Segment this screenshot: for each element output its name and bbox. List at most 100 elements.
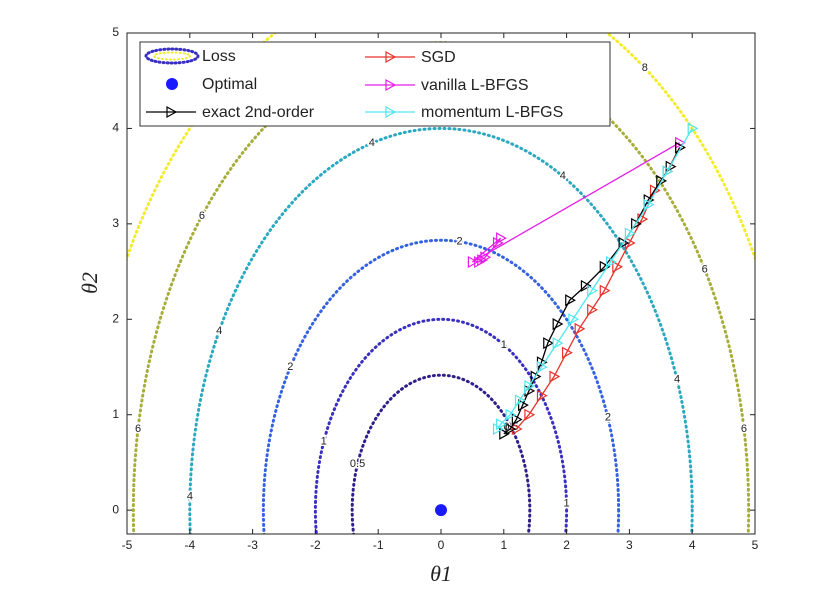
legend-label: Optimal <box>202 76 257 93</box>
x-tick-label: 4 <box>689 538 696 552</box>
marker <box>599 260 611 273</box>
marker <box>492 236 504 249</box>
x-tick-label: 1 <box>500 538 507 552</box>
contour-label: 4 <box>216 325 222 337</box>
marker <box>518 399 529 412</box>
legend-loss-icon <box>144 47 200 65</box>
y-tick-label: 0 <box>112 502 119 516</box>
marker <box>580 279 592 292</box>
marker <box>467 256 479 269</box>
contour <box>350 373 532 534</box>
marker <box>496 418 507 431</box>
legend-marker <box>385 50 397 64</box>
legend-marker <box>385 105 397 119</box>
marker <box>492 423 504 436</box>
x-tick-label: -5 <box>122 538 133 552</box>
marker <box>618 236 630 249</box>
marker <box>587 303 598 316</box>
marker <box>552 337 564 350</box>
marker <box>511 413 523 426</box>
contour-label: 8 <box>642 62 648 74</box>
marker <box>505 423 517 436</box>
marker <box>612 260 624 273</box>
marker <box>524 380 536 393</box>
marker <box>549 370 561 383</box>
x-axis-label: θ1 <box>430 561 452 586</box>
marker <box>662 165 674 178</box>
marker <box>536 389 548 402</box>
legend-label: SGD <box>421 49 456 66</box>
y-tick-label: 1 <box>112 407 119 421</box>
contour-label: 6 <box>135 423 141 435</box>
contour-label: 1 <box>501 339 507 351</box>
contour <box>188 127 694 534</box>
y-axis-label: θ2 <box>77 272 102 294</box>
contour-label: 1 <box>563 497 569 509</box>
x-tick-label: -1 <box>373 538 384 552</box>
marker <box>574 322 586 335</box>
marker <box>543 337 554 350</box>
legend-marker <box>166 105 178 119</box>
contour-label: 2 <box>605 412 611 424</box>
x-tick-label: 5 <box>752 538 759 552</box>
contour-label: 6 <box>199 210 205 222</box>
contour-label: 4 <box>369 137 375 149</box>
contour-label: 2 <box>287 361 293 373</box>
trajectory <box>503 147 681 435</box>
contour-label: 0.5 <box>350 458 365 470</box>
marker <box>496 232 507 245</box>
contour-label: 4 <box>187 491 193 503</box>
marker <box>687 122 699 135</box>
marker <box>514 394 526 407</box>
legend-label: vanilla L-BFGS <box>421 77 529 94</box>
x-tick-label: -2 <box>310 538 321 552</box>
contour-label: 6 <box>702 263 708 275</box>
marker <box>562 346 573 359</box>
y-tick-label: 5 <box>112 25 119 39</box>
legend: Loss Optimal exact 2nd-order SGD vanilla L-B… <box>139 41 611 127</box>
legend-optimal-icon <box>166 78 178 90</box>
legend-label: momentum L-BFGS <box>421 104 563 121</box>
trajectory <box>515 147 681 430</box>
marker <box>499 427 511 440</box>
trajectories <box>435 122 699 517</box>
x-tick-label: -3 <box>247 538 258 552</box>
contour-label: 8 <box>762 284 768 296</box>
marker <box>565 294 576 307</box>
y-tick-label: 2 <box>112 311 119 325</box>
contour-label: 4 <box>674 373 680 385</box>
marker <box>599 284 611 297</box>
marker <box>552 318 564 331</box>
marker <box>624 236 636 249</box>
legend-label: Loss <box>202 48 236 65</box>
marker <box>643 198 655 211</box>
y-tick-label: 4 <box>112 121 119 135</box>
marker <box>656 174 668 187</box>
marker <box>568 313 580 326</box>
x-tick-label: 0 <box>438 538 445 552</box>
y-tick-label: 3 <box>112 216 119 230</box>
marker <box>624 227 636 240</box>
contour <box>313 317 569 534</box>
contour-label: 4 <box>560 170 566 182</box>
x-tick-label: 3 <box>626 538 633 552</box>
marker <box>587 284 598 297</box>
marker <box>605 256 617 269</box>
marker <box>477 254 489 267</box>
x-tick-label: 2 <box>563 538 570 552</box>
marker <box>631 217 642 230</box>
marker <box>524 408 536 421</box>
contour-label: 1 <box>321 436 327 448</box>
marker <box>530 370 542 383</box>
legend-marker <box>385 78 397 92</box>
x-tick-label: -4 <box>184 538 195 552</box>
optimal-point <box>435 504 447 517</box>
contour <box>261 238 621 534</box>
contour-label: 6 <box>741 423 747 435</box>
marker <box>536 360 548 374</box>
marker <box>511 423 523 436</box>
legend-label: exact 2nd-order <box>202 104 315 121</box>
legend-loss-icon <box>153 51 191 61</box>
marker <box>505 408 517 421</box>
